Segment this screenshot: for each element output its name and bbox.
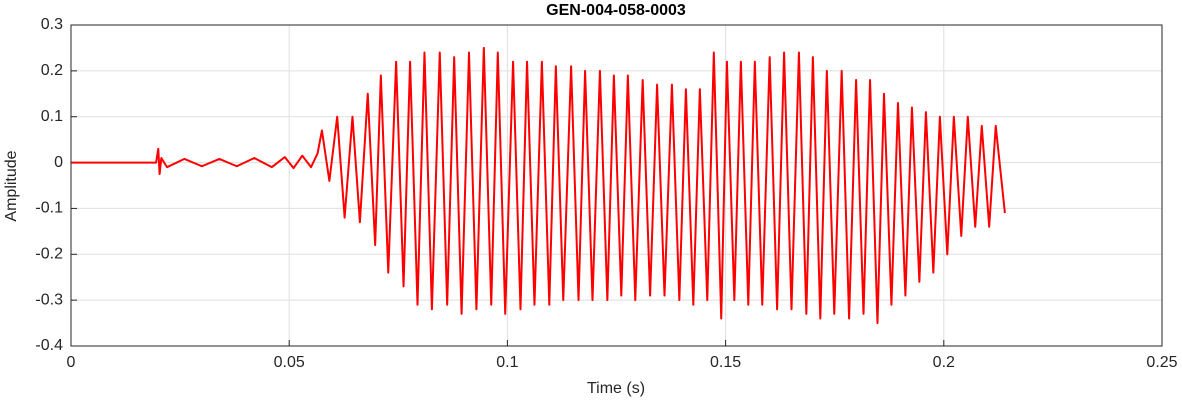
y-tick-label: -0.1 — [35, 200, 63, 217]
y-tick-label: 0 — [54, 154, 63, 171]
y-tick-label: 0.3 — [41, 16, 63, 33]
y-tick-label: 0.1 — [41, 108, 63, 125]
x-tick-label: 0.15 — [710, 354, 741, 371]
x-tick-label: 0.05 — [274, 354, 305, 371]
y-tick-label: -0.3 — [35, 291, 63, 308]
x-tick-label: 0 — [67, 354, 76, 371]
x-axis-label: Time (s) — [587, 380, 645, 397]
chart-title: GEN-004-058-0003 — [546, 2, 686, 19]
axes-box — [70, 24, 1163, 347]
x-tick-label: 0.25 — [1146, 354, 1177, 371]
plot-area — [71, 25, 1162, 346]
y-axis-label: Amplitude — [3, 150, 20, 221]
y-tick-label: 0.2 — [41, 62, 63, 79]
x-tick-label: 0.1 — [496, 354, 518, 371]
y-tick-label: -0.2 — [35, 246, 63, 263]
x-tick-label: 0.2 — [933, 354, 955, 371]
waveform-line — [71, 46, 1006, 325]
y-tick-label: -0.4 — [35, 337, 63, 354]
